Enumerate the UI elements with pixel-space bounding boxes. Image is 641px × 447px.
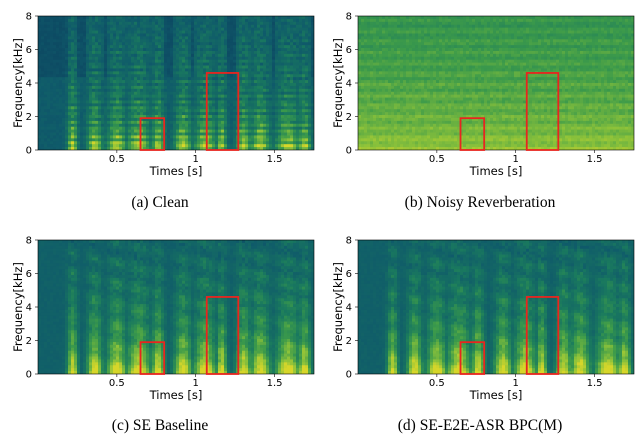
y-tick-label: 6 <box>26 45 32 56</box>
spectrogram-chart-b: 0 2 4 6 8 0.5 1 1.5 Times [s] Frequency[kHz] <box>331 12 635 178</box>
y-tick-label: 2 <box>26 112 32 123</box>
x-tick-label: 1.5 <box>267 154 283 165</box>
spectrogram-image <box>38 240 314 374</box>
y-tick-label: 8 <box>346 236 352 247</box>
highlight-box-1 <box>139 117 166 151</box>
y-tick-label: 4 <box>346 303 352 314</box>
spectrogram-image <box>358 16 634 150</box>
highlight-box-1 <box>139 341 166 375</box>
spectrogram-chart-c: 0 2 4 6 8 0.5 1 1.5 Times [s] Frequency[kHz] <box>11 236 315 402</box>
caption-c: (c) SE Baseline <box>111 417 209 434</box>
y-tick-label: 6 <box>26 269 32 280</box>
x-tick-label: 1 <box>513 154 519 165</box>
x-axis-label: Times [s] <box>149 388 203 402</box>
x-axis-label: Times [s] <box>149 164 203 178</box>
x-tick-label: 0.5 <box>429 378 445 389</box>
y-tick-label: 8 <box>26 236 32 247</box>
x-tick-label: 1 <box>193 154 199 165</box>
highlight-box-2 <box>525 72 560 151</box>
y-tick-label: 8 <box>346 12 352 23</box>
panel-c: 0 2 4 6 8 0.5 1 1.5 Times [s] Frequency[kHz] (c) … <box>0 224 320 447</box>
y-tick-label: 4 <box>346 79 352 90</box>
caption-b: (b) Noisy Reverberation <box>404 194 556 211</box>
x-tick-label: 0.5 <box>429 154 445 165</box>
spectrogram-image <box>358 240 634 374</box>
highlight-box-2 <box>205 72 240 151</box>
panel-a: 0 2 4 6 8 0.5 1 1.5 Times [s] Frequency[kHz] (a) … <box>0 0 320 223</box>
y-axis-label: Frequency[kHz] <box>11 262 25 352</box>
x-tick-label: 1.5 <box>587 154 603 165</box>
y-tick-label: 0 <box>26 370 32 381</box>
highlight-box-1 <box>459 117 486 151</box>
y-tick-label: 6 <box>346 45 352 56</box>
x-tick-label: 1 <box>513 378 519 389</box>
spectrogram-chart-a: 0 2 4 6 8 0.5 1 1.5 Times [s] Frequency[kHz] <box>11 12 315 178</box>
y-tick-label: 4 <box>26 79 32 90</box>
y-tick-label: 0 <box>346 370 352 381</box>
panel-d: 0 2 4 6 8 0.5 1 1.5 Times [s] Frequency[kHz] (d) … <box>320 224 640 447</box>
highlight-box-1 <box>459 341 486 375</box>
highlight-box-2 <box>205 296 240 375</box>
caption-a: (a) Clean <box>131 194 189 211</box>
y-axis-label: Frequency[kHz] <box>331 38 345 128</box>
y-tick-label: 8 <box>26 12 32 23</box>
y-tick-label: 4 <box>26 303 32 314</box>
x-tick-label: 0.5 <box>109 378 125 389</box>
spectrogram-image <box>38 16 314 150</box>
caption-d: (d) SE-E2E-ASR BPC(M) <box>397 417 563 434</box>
y-tick-label: 6 <box>346 269 352 280</box>
y-tick-label: 2 <box>346 336 352 347</box>
x-tick-label: 1 <box>193 378 199 389</box>
y-axis-label: Frequency[kHz] <box>331 262 345 352</box>
x-axis-label: Times [s] <box>469 164 523 178</box>
y-tick-label: 0 <box>346 146 352 157</box>
y-tick-label: 2 <box>26 336 32 347</box>
y-axis-label: Frequency[kHz] <box>11 38 25 128</box>
x-axis-label: Times [s] <box>469 388 523 402</box>
spectrogram-chart-d: 0 2 4 6 8 0.5 1 1.5 Times [s] Frequency[kHz] <box>331 236 635 402</box>
panel-b: 0 2 4 6 8 0.5 1 1.5 Times [s] Frequency[kHz] (b) … <box>320 0 640 223</box>
x-tick-label: 1.5 <box>267 378 283 389</box>
highlight-box-2 <box>525 296 560 375</box>
x-tick-label: 1.5 <box>587 378 603 389</box>
x-tick-label: 0.5 <box>109 154 125 165</box>
y-tick-label: 2 <box>346 112 352 123</box>
y-tick-label: 0 <box>26 146 32 157</box>
